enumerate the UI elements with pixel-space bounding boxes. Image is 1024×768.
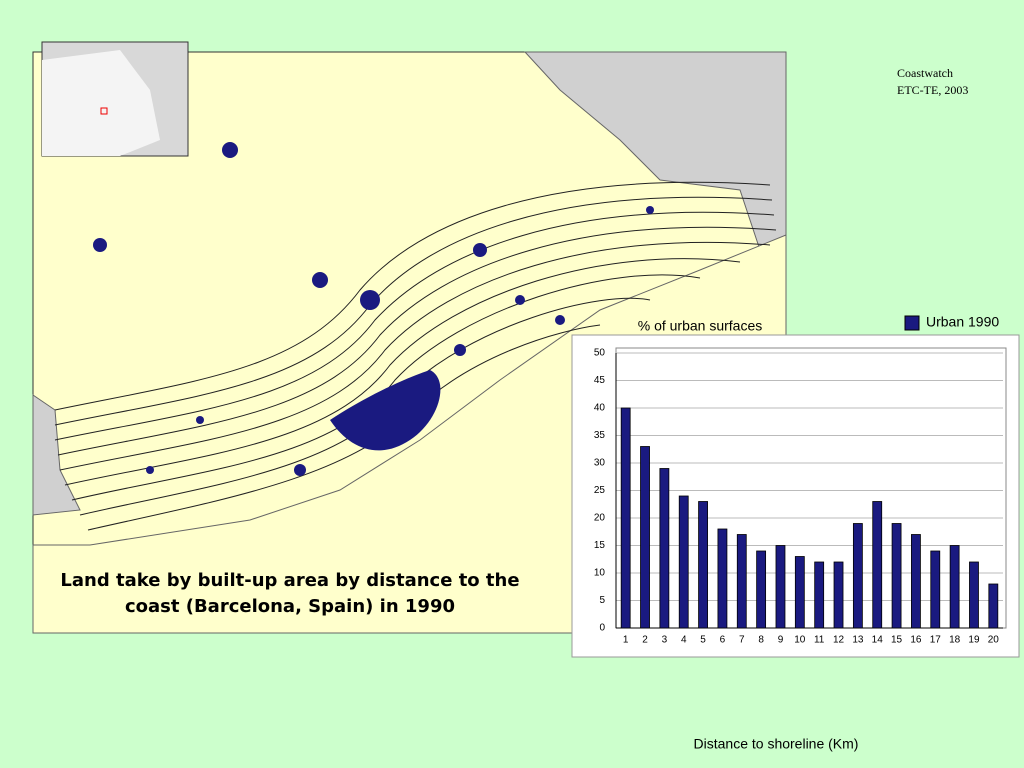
x-tick-label: 2 (642, 635, 648, 646)
bar (814, 561, 825, 629)
bar (988, 583, 999, 629)
x-tick-label: 14 (872, 635, 884, 646)
x-tick-label: 8 (758, 635, 764, 646)
bar (775, 545, 786, 629)
x-tick-label: 7 (739, 635, 745, 646)
inset-marker (100, 107, 108, 115)
bar (949, 545, 960, 629)
plot-area (615, 347, 1007, 629)
y-axis-label: % of urban surfaces (638, 318, 763, 334)
y-tick-label: 0 (599, 623, 605, 634)
y-tick-label: 5 (599, 595, 605, 606)
x-tick-label: 4 (681, 635, 687, 646)
bar (911, 534, 921, 629)
bar (969, 561, 979, 629)
inset-land (42, 50, 160, 156)
bar (698, 501, 708, 629)
bar (872, 501, 883, 629)
bar (620, 407, 631, 629)
map-land-grey (523, 51, 787, 251)
x-tick-label: 16 (910, 635, 922, 646)
x-tick-label: 17 (930, 635, 942, 646)
y-tick-label: 20 (594, 513, 606, 524)
y-tick-label: 30 (594, 458, 606, 469)
y-tick-label: 45 (594, 375, 606, 386)
x-tick-label: 3 (662, 635, 668, 646)
bar (930, 550, 941, 629)
title: Land take by built-up area by distance t… (60, 570, 520, 617)
map-urban (93, 142, 654, 476)
x-tick-label: 11 (814, 635, 825, 646)
bar (852, 523, 863, 629)
x-axis-label: Distance to shoreline (Km) (694, 736, 859, 752)
bar (640, 446, 650, 629)
y-tick-label: 40 (594, 403, 606, 414)
y-tick-label: 25 (594, 485, 606, 496)
x-tick-label: 19 (968, 635, 980, 646)
x-tick-label: 1 (623, 635, 629, 646)
x-tick-label: 20 (988, 635, 1000, 646)
x-tick-label: 10 (794, 635, 806, 646)
bar (717, 528, 728, 629)
x-tick-label: 5 (700, 635, 706, 646)
x-tick-label: 13 (852, 635, 864, 646)
legend-swatch (904, 315, 920, 331)
x-tick-label: 6 (720, 635, 726, 646)
bar (891, 523, 902, 629)
legend-label: Urban 1990 (926, 314, 999, 330)
annotation: ETC-TE, 2003 (897, 83, 968, 97)
map-bands (54, 181, 777, 531)
bar (833, 561, 844, 629)
x-tick-label: 15 (891, 635, 903, 646)
y-tick-label: 15 (594, 540, 606, 551)
bar (794, 556, 805, 629)
x-tick-label: 18 (949, 635, 961, 646)
annotation: Coastwatch (897, 66, 953, 80)
y-tick-label: 50 (594, 348, 606, 359)
map-land-grey (32, 394, 81, 516)
x-tick-label: 9 (778, 635, 784, 646)
bar (659, 468, 670, 629)
bar (678, 495, 689, 629)
y-tick-label: 35 (594, 430, 606, 441)
bar (756, 550, 767, 629)
y-tick-label: 10 (594, 568, 606, 579)
bar (736, 534, 747, 629)
x-tick-label: 12 (833, 635, 845, 646)
